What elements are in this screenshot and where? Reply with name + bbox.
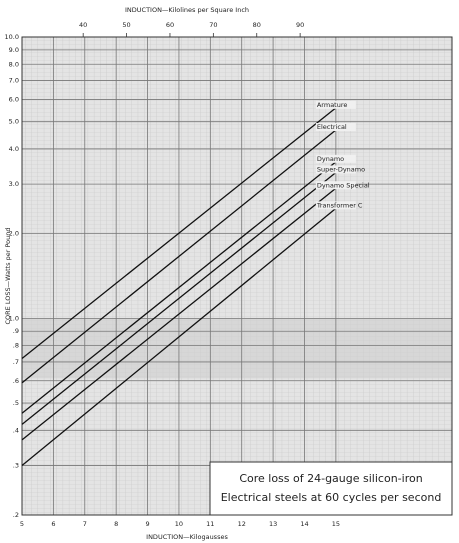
series-label: Dynamo Special — [317, 181, 370, 189]
note-box — [209, 461, 453, 516]
y-tick-label: 3.0 — [9, 180, 19, 188]
x2-tick-label: 50 — [122, 21, 130, 29]
series-label: Armature — [317, 101, 348, 109]
series-label-bg — [315, 201, 356, 210]
y-tick-label: .3 — [13, 461, 19, 469]
y-tick-label: 6.0 — [9, 95, 19, 103]
x2-tick-label: 40 — [79, 21, 87, 29]
y-tick-label: 5.0 — [9, 118, 19, 126]
x2-tick-label: 60 — [166, 21, 174, 29]
series-label: Super-Dynamo — [317, 165, 365, 173]
series-label: Dynamo — [317, 155, 344, 163]
series-line — [21, 187, 337, 441]
chart-title: Core loss of 24-gauge silicon-iron — [239, 472, 422, 485]
y-tick-label: .4 — [13, 426, 19, 434]
x-tick-label: 6 — [51, 520, 55, 528]
x-tick-label: 13 — [269, 520, 277, 528]
x-tick-label: 12 — [238, 520, 246, 528]
x-tick-label: 15 — [332, 520, 340, 528]
chart-subtitle: Electrical steels at 60 cycles per secon… — [221, 491, 442, 504]
y-tick-label: 9.0 — [9, 46, 19, 54]
y-tick-label: .2 — [13, 511, 19, 519]
series-line — [21, 107, 337, 359]
series-line — [21, 161, 337, 414]
series-label-bg — [315, 165, 356, 174]
series-label: Electrical — [317, 123, 347, 131]
x-tick-label: 7 — [83, 520, 87, 528]
x-tick-label: 14 — [300, 520, 308, 528]
y-tick-label: .8 — [13, 342, 19, 350]
y-tick-label: 7.0 — [9, 77, 19, 85]
series-line — [21, 171, 337, 425]
x-tick-label: 5 — [20, 520, 24, 528]
y-tick-label: .5 — [13, 399, 19, 407]
y-tick-label: 1.0 — [9, 314, 19, 322]
y-axis-title: CORE LOSS—Watts per Pound — [4, 227, 12, 324]
y-tick-label: 4.0 — [9, 145, 19, 153]
series-label-bg — [315, 100, 356, 109]
x-tick-label: 9 — [145, 520, 149, 528]
x2-axis-title: INDUCTION—Kilolines per Square Inch — [125, 6, 249, 14]
y-tick-label: .6 — [13, 377, 19, 385]
series-label-bg — [315, 123, 356, 132]
y-tick-label: .7 — [13, 358, 19, 366]
series-label-bg — [315, 154, 356, 163]
series-line — [21, 129, 337, 384]
x-tick-label: 10 — [175, 520, 183, 528]
y-tick-label: 10.0 — [5, 33, 19, 41]
series-line — [21, 207, 337, 466]
shade-band — [22, 318, 452, 379]
x2-tick-label: 80 — [253, 21, 261, 29]
x2-tick-label: 70 — [209, 21, 217, 29]
y-tick-label: 2.0 — [9, 230, 19, 238]
plot-background — [22, 37, 452, 515]
y-tick-label: 8.0 — [9, 60, 19, 68]
x-tick-label: 11 — [206, 520, 214, 528]
x-axis-title: INDUCTION—Kilogausses — [146, 533, 228, 541]
series-label-bg — [315, 181, 356, 190]
series-label: Transformer C — [316, 201, 363, 209]
x2-tick-label: 90 — [296, 21, 304, 29]
y-tick-label: .9 — [13, 327, 19, 335]
x-tick-label: 8 — [114, 520, 118, 528]
